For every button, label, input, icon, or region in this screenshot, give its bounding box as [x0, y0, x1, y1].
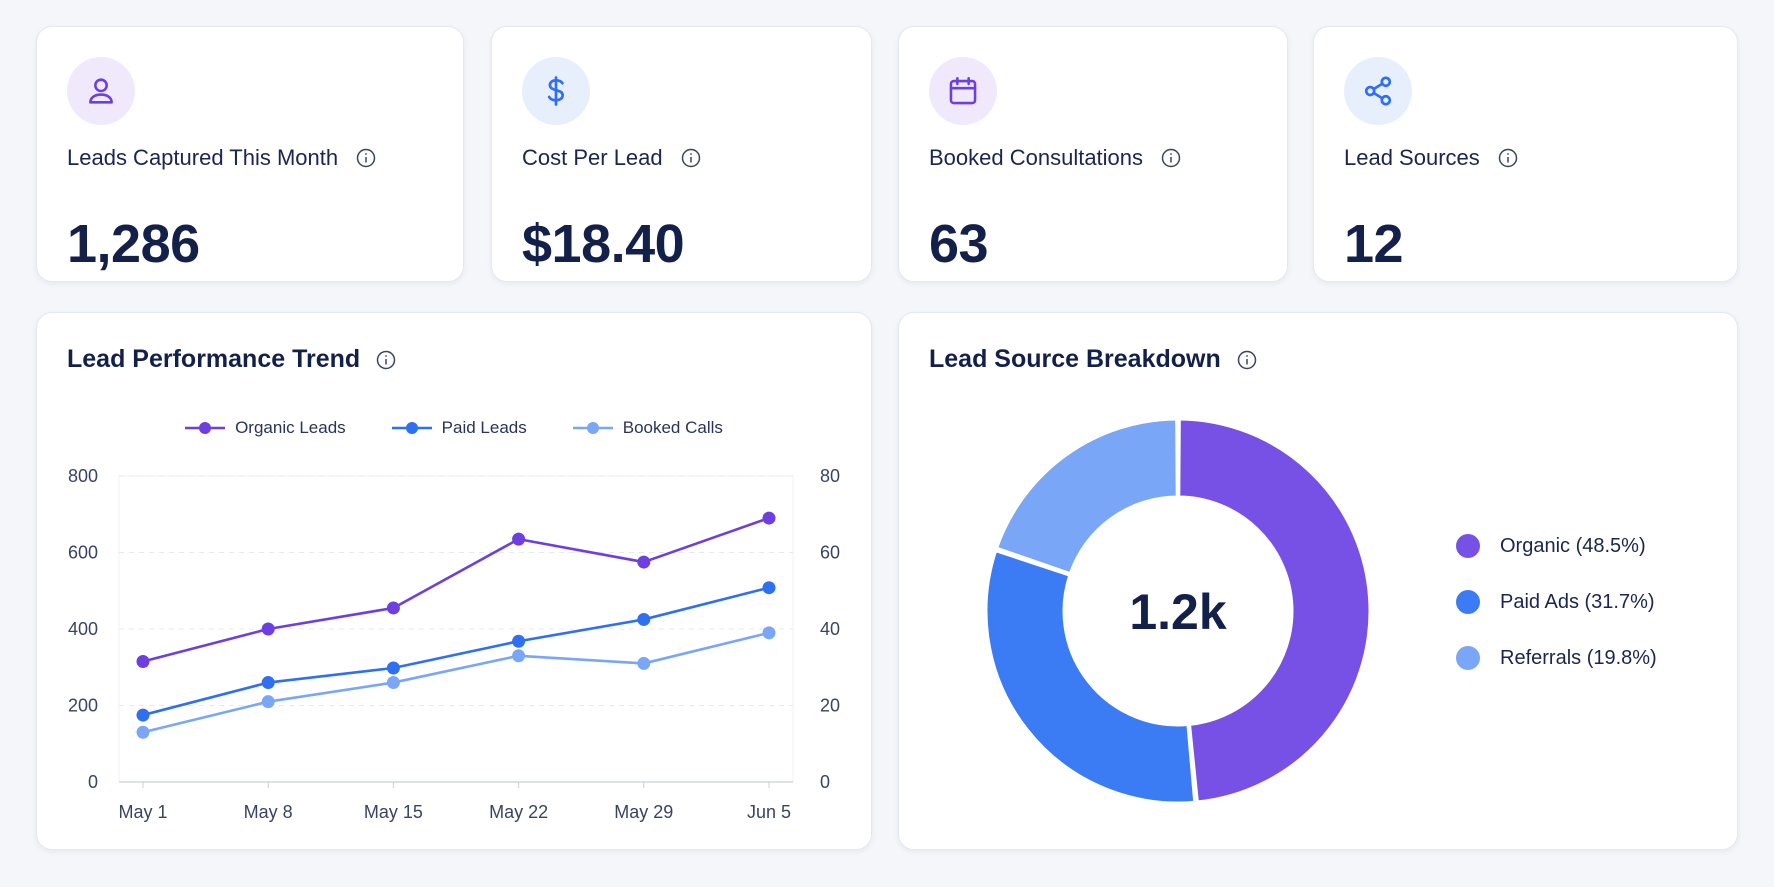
legend-label: Booked Calls — [622, 418, 723, 437]
kpi-card-lead-sources: Lead Sources 12 — [1313, 26, 1738, 282]
kpi-label-text: Booked Consultations — [929, 145, 1144, 170]
kpi-icon-bg — [1344, 57, 1412, 125]
panel-title-text: Lead Source Breakdown — [929, 345, 1221, 373]
share-icon — [1364, 76, 1392, 106]
kpi-label: Cost Per Lead — [522, 145, 701, 171]
kpi-value: 63 — [929, 214, 989, 274]
legend-label: Organic Leads — [235, 418, 346, 437]
kpi-icon-bg — [522, 57, 590, 125]
legend-label: Organic (48.5%) — [1500, 534, 1646, 557]
info-icon[interactable] — [1237, 350, 1257, 370]
kpi-label: Lead Sources — [1344, 145, 1518, 171]
kpi-icon-bg — [929, 57, 997, 125]
kpi-card-cost-per-lead: Cost Per Lead $18.40 — [491, 26, 872, 282]
legend-dot — [1456, 534, 1480, 558]
kpi-label: Leads Captured This Month — [67, 145, 376, 171]
info-icon[interactable] — [1498, 148, 1518, 168]
info-icon[interactable] — [376, 350, 396, 370]
legend-label: Referrals (19.8%) — [1500, 646, 1657, 669]
info-icon[interactable] — [681, 148, 701, 168]
kpi-card-booked-consultations: Booked Consultations 63 — [898, 26, 1288, 282]
legend-item-referrals[interactable]: Referrals (19.8%) — [1456, 646, 1657, 670]
trend-legend: Organic Leads Paid Leads Booked Calls — [36, 418, 872, 438]
legend-swatch — [185, 422, 226, 434]
kpi-label-text: Leads Captured This Month — [67, 145, 339, 170]
panel-title-text: Lead Performance Trend — [67, 345, 361, 373]
kpi-icon-bg — [67, 57, 135, 125]
legend-swatch — [391, 422, 432, 434]
lead-performance-trend-panel: Lead Performance Trend — [36, 312, 872, 850]
legend-label: Paid Leads — [441, 418, 527, 437]
legend-dot — [1456, 646, 1480, 670]
legend-swatch — [572, 422, 613, 434]
legend-dot — [1456, 590, 1480, 614]
info-icon[interactable] — [1161, 148, 1181, 168]
legend-item-paid-leads[interactable]: Paid Leads — [391, 418, 527, 438]
legend-item-booked-calls[interactable]: Booked Calls — [572, 418, 723, 438]
kpi-value: 1,286 — [67, 214, 200, 274]
kpi-value: 12 — [1344, 214, 1404, 274]
legend-label: Paid Ads (31.7%) — [1500, 590, 1655, 613]
calendar-icon — [949, 76, 977, 105]
panel-title: Lead Source Breakdown — [929, 345, 1257, 374]
user-icon — [89, 78, 113, 104]
kpi-card-leads-captured: Leads Captured This Month 1,286 — [36, 26, 464, 282]
panel-title: Lead Performance Trend — [67, 345, 396, 374]
legend-item-organic[interactable]: Organic (48.5%) — [1456, 534, 1657, 558]
dollar-icon — [547, 76, 565, 106]
kpi-value: $18.40 — [522, 214, 685, 274]
info-icon[interactable] — [356, 148, 376, 168]
kpi-label-text: Lead Sources — [1344, 145, 1480, 170]
donut-legend: Organic (48.5%) Paid Ads (31.7%) Referra… — [1456, 534, 1657, 670]
legend-item-organic-leads[interactable]: Organic Leads — [185, 418, 346, 438]
legend-item-paid-ads[interactable]: Paid Ads (31.7%) — [1456, 590, 1657, 614]
kpi-label-text: Cost Per Lead — [522, 145, 663, 170]
kpi-label: Booked Consultations — [929, 145, 1181, 171]
